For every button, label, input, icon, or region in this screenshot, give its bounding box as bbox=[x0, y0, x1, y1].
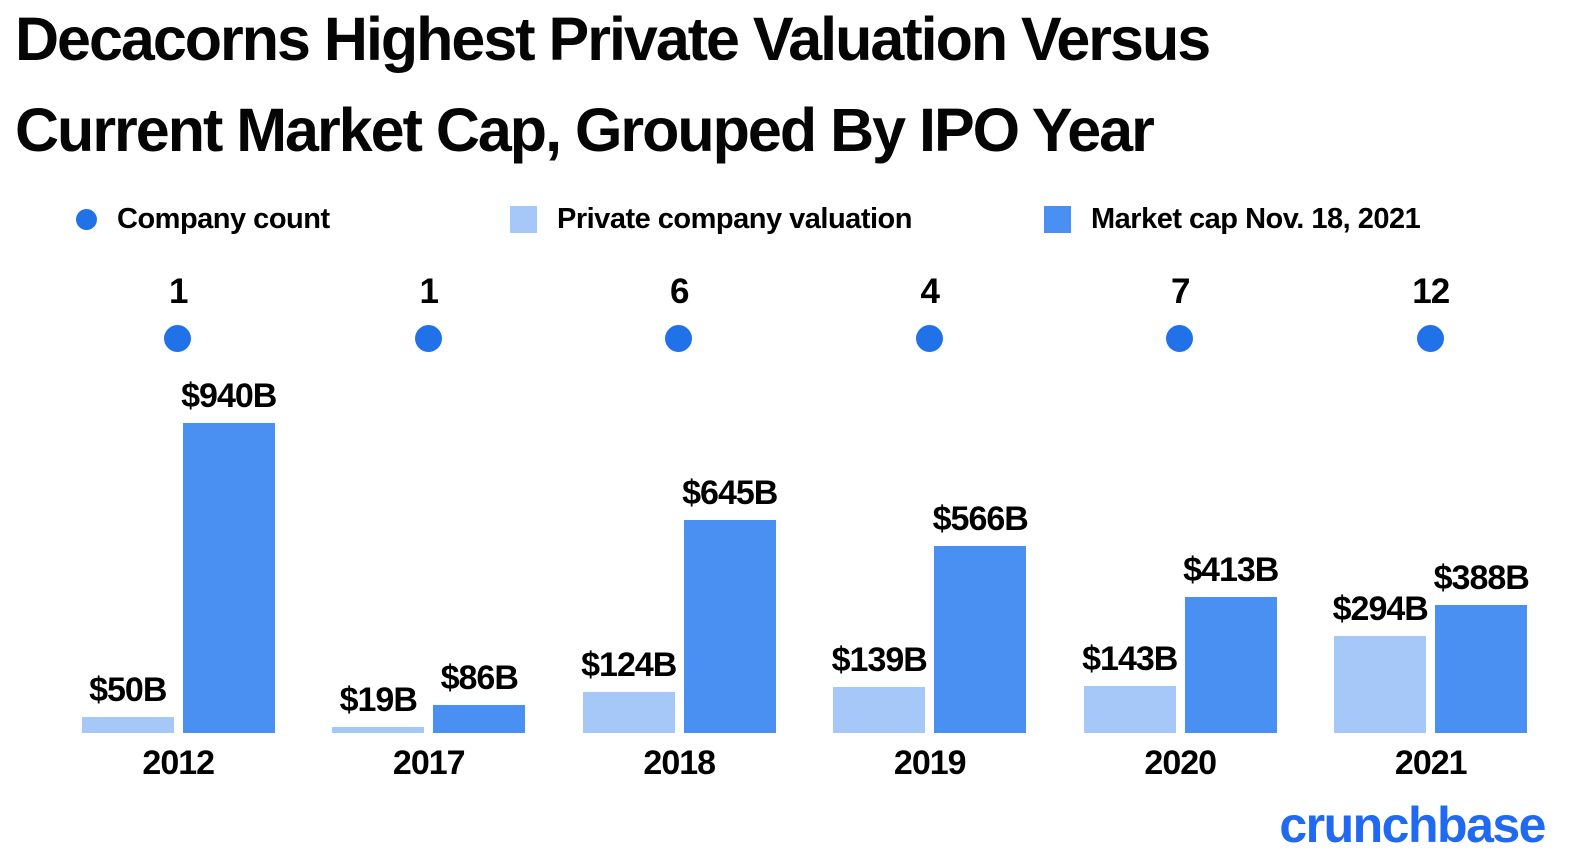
bar-pair: $139B $566B bbox=[805, 500, 1056, 733]
private-valuation-bar bbox=[1083, 686, 1176, 733]
company-count-dot bbox=[1166, 325, 1194, 352]
bar-value-label: $566B bbox=[932, 500, 1029, 538]
bar-pair: $294B $388B bbox=[1306, 559, 1557, 733]
bar-pair: $143B $413B bbox=[1055, 551, 1306, 733]
private-valuation-bar-wrap: $19B bbox=[332, 681, 425, 733]
bar-value-label: $86B bbox=[440, 659, 519, 697]
chart-group-2018: 6 $124B $645B 2018 bbox=[554, 270, 805, 782]
x-axis-label: 2020 bbox=[1144, 744, 1217, 782]
legend-item-private-valuation: Private company valuation bbox=[510, 203, 912, 236]
x-axis-label: 2019 bbox=[893, 744, 967, 782]
company-count-dot bbox=[1416, 325, 1444, 352]
private-valuation-bar bbox=[332, 727, 425, 733]
private-valuation-bar bbox=[1334, 636, 1427, 733]
chart-group-2020: 7 $143B $413B 2020 bbox=[1055, 270, 1306, 782]
legend-item-market-cap: Market cap Nov. 18, 2021 bbox=[1044, 203, 1421, 236]
bar-value-label: $139B bbox=[831, 641, 928, 679]
chart-title: Decacorns Highest Private Valuation Vers… bbox=[15, 0, 1211, 176]
market-cap-bar-wrap: $566B bbox=[933, 500, 1029, 733]
legend-item-company-count: Company count bbox=[76, 203, 330, 236]
market-cap-bar bbox=[1184, 597, 1277, 733]
market-cap-bar bbox=[683, 520, 776, 733]
private-valuation-swatch-icon bbox=[510, 206, 537, 233]
bar-value-label: $294B bbox=[1332, 590, 1429, 628]
private-valuation-bar-wrap: $50B bbox=[81, 671, 174, 733]
legend: Company count Private company valuation … bbox=[0, 203, 1576, 237]
x-axis-label: 2021 bbox=[1394, 744, 1468, 782]
market-cap-bar bbox=[934, 546, 1027, 733]
x-axis-label: 2018 bbox=[643, 744, 716, 782]
market-cap-bar-wrap: $388B bbox=[1434, 559, 1530, 733]
crunchbase-logo: crunchbase bbox=[1279, 797, 1546, 853]
private-valuation-bar bbox=[81, 717, 174, 733]
market-cap-bar bbox=[433, 705, 526, 733]
bar-value-label: $413B bbox=[1183, 551, 1279, 589]
chart-group-2019: 4 $139B $566B 2019 bbox=[805, 270, 1056, 782]
chart-group-2012: 1 $50B $940B 2012 bbox=[53, 270, 304, 782]
bar-value-label: $940B bbox=[181, 377, 277, 415]
market-cap-bar-wrap: $86B bbox=[433, 659, 526, 733]
market-cap-bar bbox=[1435, 605, 1528, 733]
company-count-dot bbox=[915, 325, 943, 352]
legend-label: Company count bbox=[117, 203, 330, 235]
private-valuation-bar-wrap: $294B bbox=[1333, 590, 1429, 733]
chart-title-line2: Current Market Cap, Grouped By IPO Year bbox=[15, 96, 1155, 164]
market-cap-bar-wrap: $940B bbox=[181, 377, 277, 733]
x-axis-label: 2012 bbox=[142, 744, 215, 782]
private-valuation-bar-wrap: $143B bbox=[1082, 640, 1178, 733]
market-cap-bar-wrap: $645B bbox=[682, 474, 778, 733]
company-count-value: 1 bbox=[419, 272, 439, 311]
bar-value-label: $19B bbox=[339, 681, 418, 719]
bar-pair: $19B $86B bbox=[304, 659, 555, 733]
legend-label: Private company valuation bbox=[557, 203, 912, 235]
legend-label: Market cap Nov. 18, 2021 bbox=[1091, 203, 1421, 235]
company-count-value: 7 bbox=[1171, 272, 1190, 311]
bar-value-label: $124B bbox=[581, 646, 677, 684]
private-valuation-bar-wrap: $139B bbox=[832, 641, 928, 733]
x-axis-label: 2017 bbox=[392, 744, 466, 782]
bar-pair: $124B $645B bbox=[554, 474, 805, 733]
market-cap-swatch-icon bbox=[1044, 206, 1071, 233]
chart-group-2021: 12 $294B $388B 2021 bbox=[1306, 270, 1557, 782]
bar-value-label: $143B bbox=[1082, 640, 1178, 678]
company-count-dot bbox=[414, 325, 442, 352]
bar-pair: $50B $940B bbox=[53, 377, 304, 733]
company-count-dot bbox=[665, 325, 693, 352]
private-valuation-bar bbox=[582, 692, 675, 733]
market-cap-bar bbox=[182, 423, 275, 733]
company-count-dot-icon bbox=[76, 209, 97, 230]
company-count-dot bbox=[164, 325, 192, 352]
market-cap-bar-wrap: $413B bbox=[1183, 551, 1279, 733]
bar-value-label: $50B bbox=[89, 671, 167, 709]
private-valuation-bar bbox=[833, 687, 926, 733]
company-count-value: 6 bbox=[670, 272, 689, 311]
chart-group-2017: 1 $19B $86B 2017 bbox=[304, 270, 555, 782]
chart-title-line1: Decacorns Highest Private Valuation Vers… bbox=[15, 5, 1211, 73]
company-count-value: 12 bbox=[1412, 272, 1450, 311]
bar-value-label: $645B bbox=[682, 474, 778, 512]
company-count-value: 1 bbox=[169, 272, 188, 311]
private-valuation-bar-wrap: $124B bbox=[581, 646, 677, 733]
bar-value-label: $388B bbox=[1433, 559, 1530, 597]
company-count-value: 4 bbox=[920, 272, 940, 311]
bar-chart: 1 $50B $940B 2012 1 $19B $86B 2017 6 $124B $645B 20… bbox=[53, 270, 1557, 782]
